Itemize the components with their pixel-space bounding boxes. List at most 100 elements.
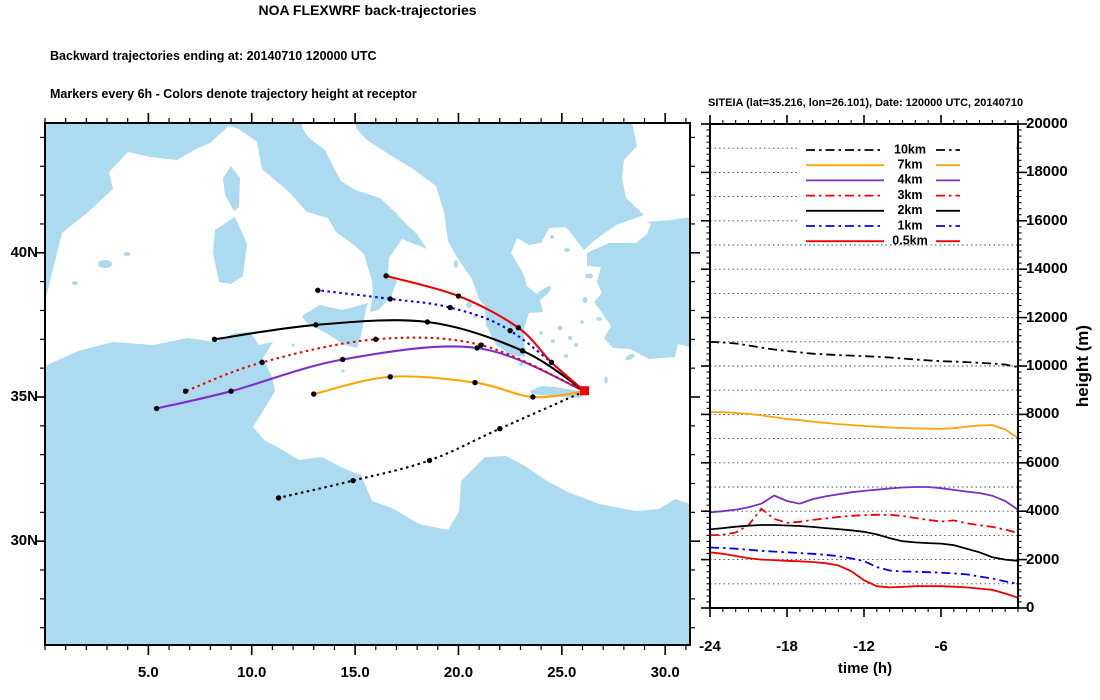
island-samos — [596, 317, 602, 321]
land-balkans-greece — [355, 123, 644, 357]
height-frame-layer — [701, 115, 1027, 617]
time-tick-label: -18 — [776, 638, 798, 655]
map-lon-tick-label: 10.0 — [237, 664, 267, 681]
trajectory-marker — [259, 359, 265, 366]
trajectory-marker — [350, 477, 356, 484]
island-malta — [341, 369, 345, 373]
trajectory-marker — [507, 327, 513, 334]
trajectory-map — [35, 113, 700, 655]
height-tick-label: 2000 — [1026, 550, 1060, 568]
height-series-10km — [709, 340, 1019, 369]
trajectory-marker — [426, 457, 433, 464]
map-lon-tick-label: 15.0 — [340, 664, 370, 681]
trajectory-3km — [185, 336, 586, 393]
height-tick-label: 4000 — [1026, 502, 1060, 520]
island-cyclades-5 — [539, 331, 543, 335]
legend-label-2km: 2km — [897, 203, 922, 217]
time-tick-label: -24 — [699, 638, 721, 655]
trajectory-marker — [530, 394, 536, 400]
trajectory-marker — [373, 336, 379, 342]
trajectory-marker — [275, 495, 282, 501]
map-lon-tick-label: 20.0 — [443, 664, 474, 681]
height-tick-label: 14000 — [1026, 260, 1068, 278]
height-tick-label: 16000 — [1026, 211, 1068, 229]
legend-label-7km: 7km — [897, 157, 922, 171]
trajectory-marker — [515, 325, 522, 331]
island-ikaria — [580, 320, 584, 324]
map-lon-tick-label: 30.0 — [650, 664, 680, 681]
height-series-4km — [709, 486, 1019, 514]
map-lon-tick-label: 5.0 — [137, 664, 159, 681]
trajectory-marker — [387, 374, 393, 380]
height-tick-label: 20000 — [1026, 115, 1068, 132]
trajectory-4km — [156, 345, 585, 410]
height-tick-label: 18000 — [1026, 163, 1068, 181]
trajectory-marker — [424, 319, 431, 325]
trajectory-marker — [228, 388, 234, 394]
island-crete — [530, 386, 585, 398]
time-tick-label: -6 — [934, 638, 948, 655]
island-limnos — [564, 248, 570, 252]
map-border — [44, 122, 691, 646]
trajectory-marker — [497, 426, 503, 432]
height-series-3km — [709, 507, 1019, 537]
legend-label-10km: 10km — [894, 142, 926, 156]
height-series-1km — [709, 546, 1019, 585]
legend-label-0.5km: 0.5km — [892, 233, 927, 247]
island-sicily — [302, 303, 368, 348]
map-lat-tick-label: 35N — [10, 387, 38, 405]
height-series-layer — [709, 340, 1019, 599]
island-corsica — [223, 166, 240, 211]
height-series-2km — [709, 524, 1019, 562]
island-pantelleria — [291, 343, 295, 347]
figure-subtitle-markers: Markers every 6h - Colors denote traject… — [50, 87, 417, 101]
trajectory-marker — [455, 293, 462, 299]
island-sardinia — [213, 217, 247, 284]
trajectory-marker — [472, 379, 478, 386]
height-series-7km — [709, 411, 1019, 439]
height-tick-label: 6000 — [1026, 453, 1060, 471]
trajectory-marker — [339, 356, 346, 363]
land-turkey — [587, 217, 690, 359]
height-series-0.5km — [709, 551, 1019, 599]
height-x-axis-title: time (h) — [837, 660, 893, 677]
trajectory-marker — [478, 342, 484, 348]
trajectory-marker — [311, 391, 317, 397]
island-santorini — [564, 354, 568, 358]
trajectory-marker — [315, 287, 321, 293]
trajectory-marker — [447, 304, 453, 311]
island-cyclades-1 — [557, 325, 563, 331]
trajectory-7km — [313, 375, 585, 399]
map-lat-tick-label: 30N — [10, 532, 38, 550]
map-frame-layer — [35, 113, 700, 655]
island-kythira — [519, 362, 523, 366]
land-africa — [45, 332, 690, 645]
island-menorca — [123, 252, 131, 256]
trajectory-marker — [313, 322, 319, 328]
height-y-axis-title: height (m) — [1073, 324, 1092, 408]
island-cyclades-4 — [574, 343, 578, 347]
island-euboea — [530, 286, 552, 304]
trajectory-marker — [211, 336, 218, 342]
trajectory-marker — [182, 388, 189, 394]
island-mallorca — [98, 260, 112, 268]
island-cyclades-2 — [567, 335, 573, 341]
land-europe-west — [45, 123, 427, 312]
legend-label-1km: 1km — [897, 218, 922, 232]
land-layer — [45, 123, 690, 645]
trajectory-marker — [474, 345, 480, 351]
map-lat-tick-label: 40N — [10, 243, 38, 261]
figure-title: NOA FLEXWRF back-trajectories — [258, 2, 477, 18]
island-kefalonia — [466, 302, 472, 308]
island-ibiza — [72, 281, 78, 285]
trajectory-marker — [548, 359, 555, 366]
island-lesbos — [585, 273, 593, 279]
height-panel: 10km 7km 4km 3km 2km 1km 0.5km — [701, 115, 1027, 617]
receptor-marker — [580, 386, 590, 396]
figure-subtitle-ending: Backward trajectories ending at: 2014071… — [50, 49, 377, 63]
trajectory-marker — [387, 296, 393, 302]
map-lon-tick-label: 25.0 — [547, 664, 577, 681]
map-trajectories-layer — [153, 273, 590, 501]
